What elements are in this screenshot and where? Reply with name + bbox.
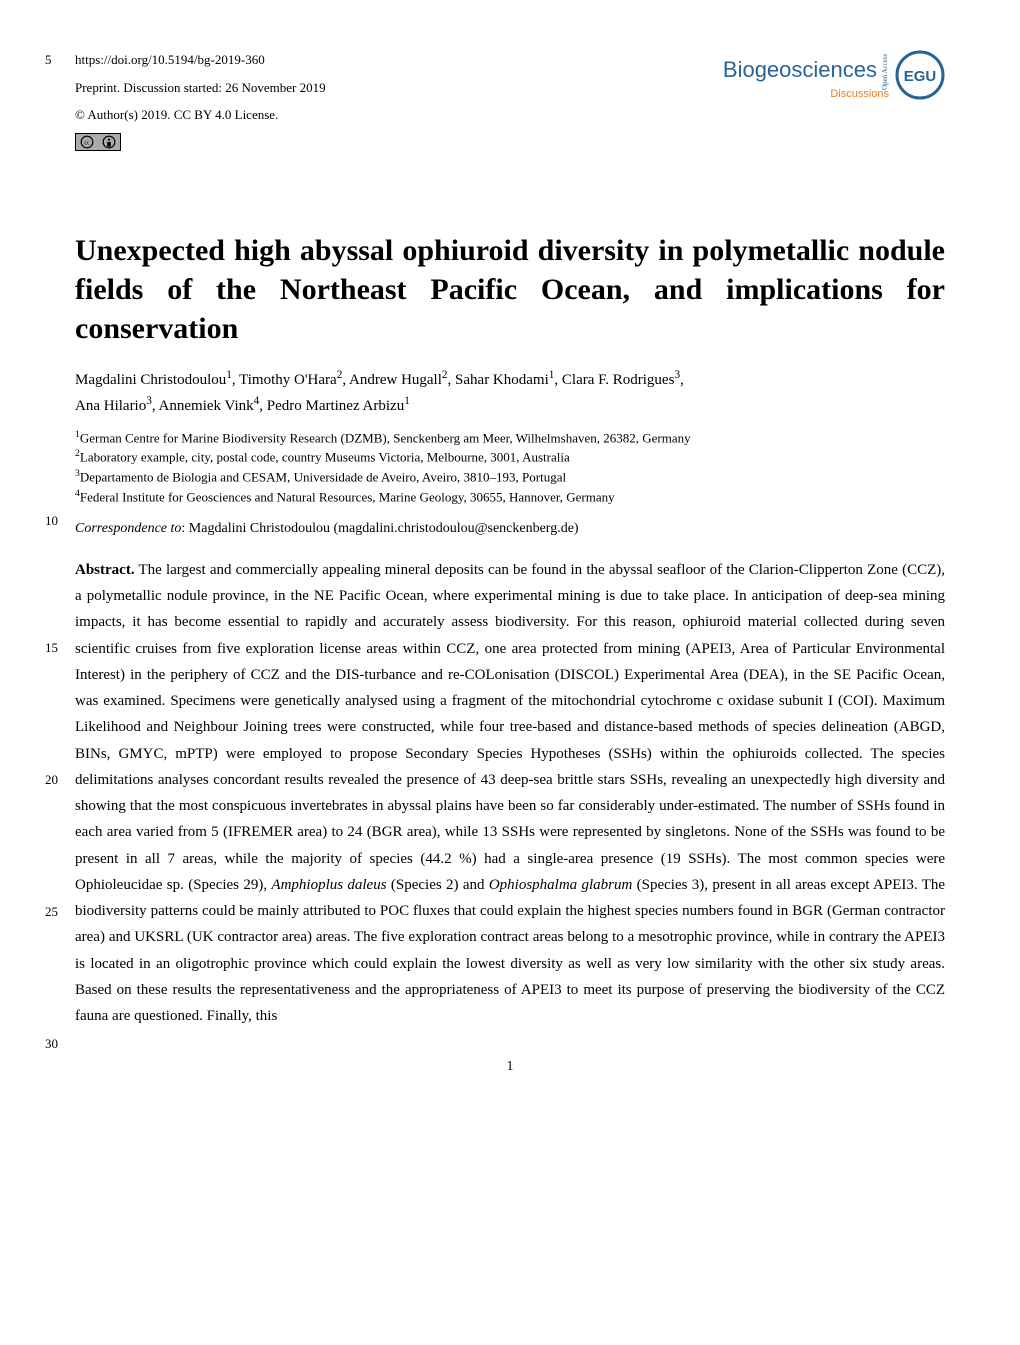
affiliation-4: 4Federal Institute for Geosciences and N… <box>75 487 945 507</box>
line-number-25: 25 <box>45 901 58 924</box>
open-access-label: Open Access <box>881 50 889 90</box>
copyright-line: © Author(s) 2019. CC BY 4.0 License. <box>75 105 723 125</box>
abstract-label: Abstract. <box>75 562 135 578</box>
egu-logo-icon: EGU <box>895 50 945 100</box>
affiliations-block: 1German Centre for Marine Biodiversity R… <box>75 428 945 507</box>
doi-line: https://doi.org/10.5194/bg-2019-360 <box>75 50 723 70</box>
correspondence-label: Correspondence to <box>75 521 181 536</box>
by-icon <box>98 134 120 150</box>
line-number-5: 5 <box>45 50 52 71</box>
author-6-sup: 3 <box>146 395 152 407</box>
abstract-italic-1: Amphioplus daleus <box>271 877 386 893</box>
affiliation-3: 3Departamento de Biologia and CESAM, Uni… <box>75 467 945 487</box>
author-list: Magdalini Christodoulou1, Timothy O'Hara… <box>75 366 945 418</box>
correspondence-line: Correspondence to: Magdalini Christodoul… <box>75 521 945 537</box>
author-7: Annemiek Vink <box>159 398 254 414</box>
author-2-sup: 2 <box>337 369 343 381</box>
author-8-sup: 1 <box>404 395 410 407</box>
affiliation-1: 1German Centre for Marine Biodiversity R… <box>75 428 945 448</box>
article-title: Unexpected high abyssal ophiuroid divers… <box>75 231 945 348</box>
author-4: Sahar Khodami <box>455 372 549 388</box>
journal-logo-block: Biogeosciences Open Access Discussions <box>723 50 889 100</box>
author-7-sup: 4 <box>254 395 260 407</box>
abstract-block: 15 20 25 30 Abstract. The largest and co… <box>75 557 945 1030</box>
author-2: Timothy O'Hara <box>239 372 337 388</box>
author-4-sup: 1 <box>549 369 555 381</box>
abstract-text-3: (Species 3), present in all areas except… <box>75 877 945 1024</box>
header-row: https://doi.org/10.5194/bg-2019-360 Prep… <box>75 50 945 151</box>
line-number-20: 20 <box>45 769 58 792</box>
author-3: Andrew Hugall <box>349 372 442 388</box>
line-number-15: 15 <box>45 637 58 660</box>
cc-icon: cc <box>76 134 98 150</box>
abstract-text-1: The largest and commercially appealing m… <box>75 562 945 893</box>
header-right: Biogeosciences Open Access Discussions E… <box>723 50 945 100</box>
author-5-sup: 3 <box>674 369 680 381</box>
header-left: https://doi.org/10.5194/bg-2019-360 Prep… <box>75 50 723 151</box>
egu-text: EGU <box>904 68 937 85</box>
discussions-label: Discussions <box>723 88 889 100</box>
correspondence-text: : Magdalini Christodoulou (magdalini.chr… <box>181 521 578 536</box>
author-8: Pedro Martinez Arbizu <box>267 398 404 414</box>
cc-badge: cc <box>75 133 121 151</box>
author-5: Clara F. Rodrigues <box>562 372 675 388</box>
line-number-10: 10 <box>45 513 58 529</box>
author-1: Magdalini Christodoulou <box>75 372 226 388</box>
line-number-30: 30 <box>45 1033 58 1056</box>
author-6: Ana Hilario <box>75 398 146 414</box>
author-1-sup: 1 <box>226 369 232 381</box>
page-number: 1 <box>75 1059 945 1075</box>
biogeosciences-logo: Biogeosciences Open Access <box>723 50 889 90</box>
preprint-line: Preprint. Discussion started: 26 Novembe… <box>75 78 723 98</box>
author-3-sup: 2 <box>442 369 448 381</box>
abstract-italic-2: Ophiosphalma glabrum <box>489 877 633 893</box>
abstract-text-2: (Species 2) and <box>387 877 489 893</box>
affiliation-2: 2Laboratory example, city, postal code, … <box>75 447 945 467</box>
cc-license-badges: cc <box>75 133 723 151</box>
svg-text:cc: cc <box>84 140 90 146</box>
journal-name: Biogeosciences <box>723 57 877 83</box>
page-content: https://doi.org/10.5194/bg-2019-360 Prep… <box>75 50 945 1075</box>
